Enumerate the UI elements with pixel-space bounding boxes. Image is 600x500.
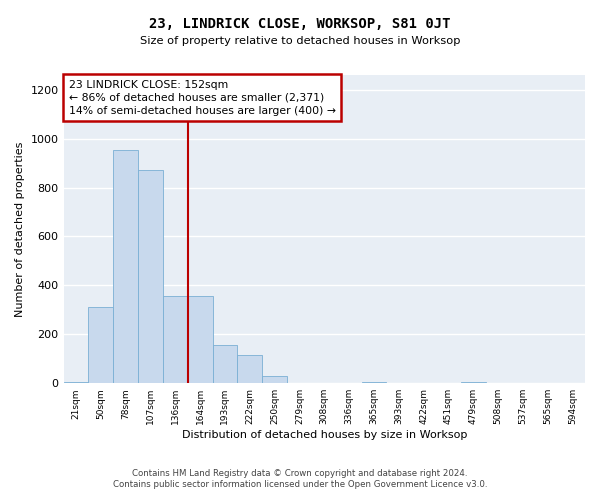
Bar <box>64 382 88 383</box>
Bar <box>238 355 262 383</box>
Y-axis label: Number of detached properties: Number of detached properties <box>15 142 25 317</box>
Text: Contains HM Land Registry data © Crown copyright and database right 2024.: Contains HM Land Registry data © Crown c… <box>132 468 468 477</box>
Bar <box>262 376 287 383</box>
Bar <box>163 296 188 383</box>
Text: Size of property relative to detached houses in Worksop: Size of property relative to detached ho… <box>140 36 460 46</box>
Bar <box>362 382 386 383</box>
Bar <box>188 296 212 383</box>
Bar <box>212 346 238 383</box>
Bar <box>113 150 138 383</box>
X-axis label: Distribution of detached houses by size in Worksop: Distribution of detached houses by size … <box>182 430 467 440</box>
Bar <box>88 308 113 383</box>
Text: Contains public sector information licensed under the Open Government Licence v3: Contains public sector information licen… <box>113 480 487 489</box>
Bar <box>138 170 163 383</box>
Text: 23 LINDRICK CLOSE: 152sqm
← 86% of detached houses are smaller (2,371)
14% of se: 23 LINDRICK CLOSE: 152sqm ← 86% of detac… <box>69 80 336 116</box>
Text: 23, LINDRICK CLOSE, WORKSOP, S81 0JT: 23, LINDRICK CLOSE, WORKSOP, S81 0JT <box>149 18 451 32</box>
Bar <box>461 382 485 383</box>
